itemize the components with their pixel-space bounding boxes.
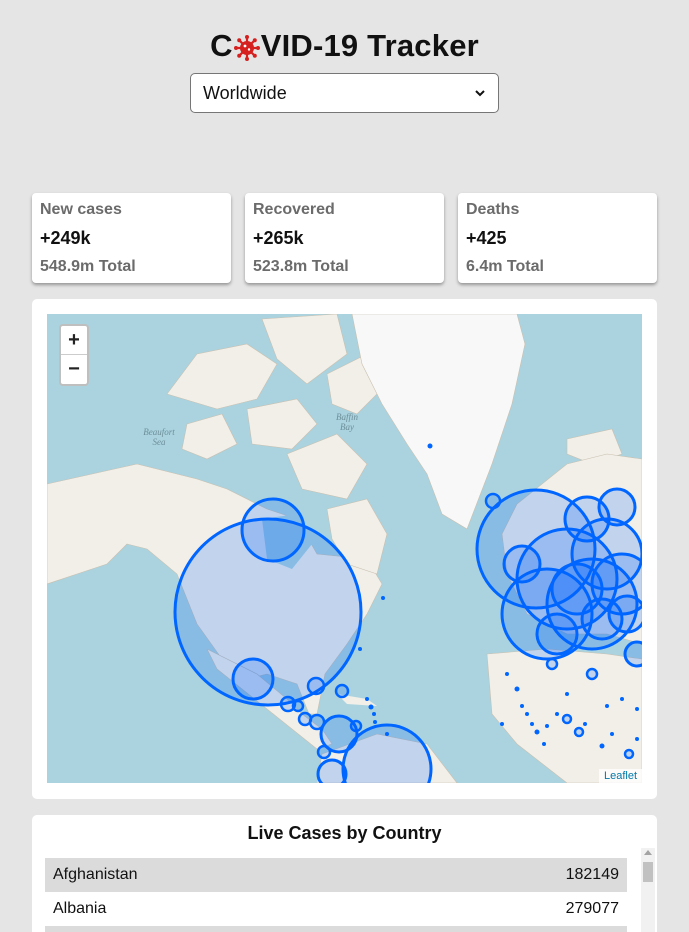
title-text-end: VID-19 Tracker — [260, 28, 479, 63]
table-row — [45, 926, 627, 932]
country-name: Afghanistan — [53, 866, 138, 883]
country-select-value: Worldwide — [203, 82, 287, 103]
country-name: Albania — [53, 900, 107, 917]
stat-total: 6.4m Total — [466, 258, 544, 275]
case-circles — [173, 487, 642, 783]
live-cases-title: Live Cases by Country — [247, 823, 442, 843]
map-label-beaufort: Beaufort — [143, 427, 175, 437]
leaflet-attribution-link[interactable]: Leaflet — [598, 769, 642, 783]
table-row: Albania 279077 — [45, 892, 627, 926]
map-tiles: Beaufort Sea Baffin Bay — [47, 314, 642, 783]
zoom-out-button[interactable]: − — [68, 358, 80, 380]
scroll-thumb[interactable] — [643, 862, 653, 882]
country-select[interactable]: Worldwide — [190, 73, 499, 113]
live-cases-card: Live Cases by Country Afghanistan 182149… — [32, 815, 657, 932]
table-row: Afghanistan 182149 — [45, 858, 627, 892]
case-dots — [358, 443, 639, 749]
app-title: C VID-19 Tracker — [210, 28, 479, 64]
stat-label: Recovered — [253, 201, 335, 218]
stat-card-recovered[interactable]: Recovered +265k 523.8m Total — [245, 193, 444, 283]
stat-today: +425 — [466, 228, 507, 248]
live-cases-table: Afghanistan 182149 Albania 279077 — [45, 858, 627, 932]
stat-label: New cases — [40, 201, 122, 218]
map-label-bay: Bay — [340, 422, 354, 432]
country-cases: 279077 — [565, 900, 619, 917]
case-circles-small — [279, 492, 635, 760]
stat-today: +265k — [253, 228, 304, 248]
chevron-down-icon — [475, 90, 485, 97]
app-header: C VID-19 Tracker — [0, 28, 689, 64]
stat-label: Deaths — [466, 201, 520, 218]
stat-card-deaths[interactable]: Deaths +425 6.4m Total — [458, 193, 657, 283]
stat-total: 548.9m Total — [40, 258, 136, 275]
world-map[interactable]: Beaufort Sea Baffin Bay — [47, 314, 642, 783]
list-scrollbar[interactable] — [641, 848, 655, 932]
title-text-start: C — [210, 28, 233, 63]
zoom-control: + − — [59, 324, 89, 386]
scroll-up-arrow-icon[interactable] — [644, 850, 652, 855]
stat-today: +249k — [40, 228, 91, 248]
stat-card-new-cases[interactable]: New cases +249k 548.9m Total — [32, 193, 231, 283]
country-cases: 182149 — [565, 866, 619, 883]
stat-total: 523.8m Total — [253, 258, 349, 275]
virus-icon — [233, 33, 260, 61]
map-card: Beaufort Sea Baffin Bay — [32, 299, 657, 799]
map-label-baffin: Baffin — [336, 412, 358, 422]
map-label-sea: Sea — [153, 437, 166, 447]
zoom-in-button[interactable]: + — [61, 326, 87, 355]
